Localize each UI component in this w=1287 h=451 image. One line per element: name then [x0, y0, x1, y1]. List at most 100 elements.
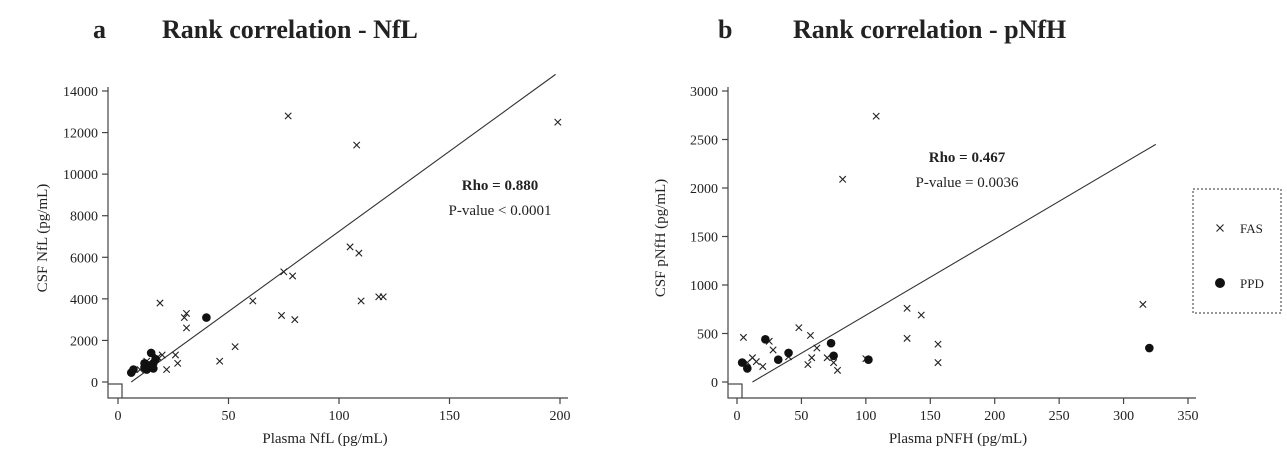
data-point-fas: [284, 112, 292, 120]
legend-label: PPD: [1240, 276, 1264, 291]
data-point-fas: [216, 357, 224, 365]
data-point-fas: [806, 331, 815, 340]
data-point-fas: [934, 359, 942, 367]
data-point-fas: [289, 272, 297, 280]
p-value-label: P-value < 0.0001: [448, 203, 551, 219]
y-tick-label: 500: [697, 328, 718, 343]
rho-label: Rho = 0.880: [462, 178, 538, 194]
y-tick-label: 0: [91, 376, 98, 391]
data-point-fas: [379, 293, 387, 301]
data-point-fas: [872, 112, 880, 120]
y-tick-label: 2500: [690, 134, 718, 149]
y-tick-label: 3000: [690, 85, 718, 100]
data-point-fas: [739, 333, 748, 341]
data-point-ppd: [151, 354, 160, 364]
data-point-fas: [804, 360, 812, 369]
y-tick-label: 2000: [70, 334, 98, 349]
x-axis-label: Plasma pNFH (pg/mL): [889, 431, 1027, 447]
chart-title: Rank correlation - pNfH: [793, 15, 1066, 44]
legend-marker-ppd: [1215, 278, 1225, 288]
data-point-fas: [277, 311, 286, 320]
p-value-label: P-value = 0.0036: [915, 175, 1019, 191]
data-point-fas: [833, 366, 842, 374]
data-point-ppd: [1145, 343, 1154, 353]
legend-label: FAS: [1240, 221, 1263, 236]
x-tick-label: 350: [1178, 409, 1199, 424]
x-tick-label: 200: [550, 409, 571, 424]
data-point-ppd: [146, 348, 156, 358]
data-point-fas: [813, 344, 821, 352]
data-point-ppd: [202, 313, 211, 322]
regression-line: [130, 73, 556, 383]
x-tick-label: 100: [855, 409, 876, 424]
panel-letter: b: [718, 15, 732, 44]
chart-title: Rank correlation - NfL: [162, 15, 418, 44]
data-point-fas: [163, 365, 171, 374]
data-point-ppd: [773, 355, 783, 364]
data-point-fas: [823, 354, 831, 362]
data-point-fas: [180, 313, 188, 322]
data-point-fas: [174, 359, 182, 367]
panel-letter: a: [93, 15, 106, 44]
x-tick-label: 100: [329, 409, 350, 424]
data-point-fas: [231, 343, 239, 351]
x-tick-label: 0: [734, 409, 741, 424]
data-point-fas: [156, 299, 164, 307]
data-point-ppd: [829, 351, 838, 361]
y-axis-label: CSF NfL (pg/mL): [35, 184, 51, 293]
x-tick-label: 300: [1113, 409, 1134, 424]
y-tick-label: 1500: [690, 231, 718, 246]
data-point-fas: [171, 351, 180, 359]
x-tick-label: 0: [115, 409, 122, 424]
panel-a: a Rank correlation - NfL02000400060008000…: [35, 15, 571, 447]
legend: FAS PPD: [1192, 188, 1282, 314]
data-point-ppd: [864, 355, 873, 364]
data-point-ppd: [737, 358, 747, 367]
data-point-fas: [769, 346, 777, 354]
data-point-fas: [759, 362, 767, 371]
regression-line: [752, 143, 1157, 383]
data-point-ppd: [149, 364, 158, 373]
data-point-fas: [903, 334, 911, 342]
y-tick-label: 8000: [70, 210, 98, 225]
y-tick-label: 1000: [690, 279, 718, 294]
x-axis-label: Plasma NfL (pg/mL): [262, 431, 387, 447]
y-tick-label: 10000: [63, 168, 98, 183]
data-point-ppd: [743, 364, 752, 373]
data-point-fas: [357, 297, 365, 305]
data-point-fas: [752, 358, 760, 366]
data-point-ppd: [784, 348, 793, 358]
x-tick-label: 150: [920, 409, 941, 424]
x-tick-label: 50: [222, 409, 236, 424]
y-axis-label: CSF pNfH (pg/mL): [653, 179, 669, 297]
x-tick-label: 150: [439, 409, 460, 424]
rho-label: Rho = 0.467: [929, 150, 1006, 166]
axis-corner-box: [727, 383, 743, 399]
data-point-fas: [903, 304, 911, 312]
y-tick-label: 2000: [690, 182, 718, 197]
data-point-fas: [830, 359, 838, 367]
data-point-ppd: [826, 338, 836, 348]
panel-b: b Rank correlation - pNfH0500100015002000…: [653, 15, 1199, 447]
data-point-fas: [249, 297, 257, 305]
data-point-fas: [554, 118, 562, 126]
data-point-fas: [158, 351, 166, 359]
data-point-ppd: [761, 335, 770, 344]
axis-corner-box: [107, 383, 123, 399]
y-tick-label: 12000: [63, 127, 98, 142]
data-point-fas: [346, 243, 354, 251]
x-tick-label: 50: [794, 409, 808, 424]
y-tick-label: 6000: [70, 251, 98, 266]
data-point-fas: [353, 141, 361, 149]
y-tick-label: 14000: [63, 85, 98, 100]
x-tick-label: 200: [984, 409, 1005, 424]
data-point-fas: [839, 175, 847, 183]
data-point-fas: [1139, 300, 1147, 308]
legend-marker-fas: [1216, 224, 1224, 232]
data-point-fas: [808, 354, 816, 362]
data-point-fas: [291, 316, 299, 324]
y-tick-label: 0: [711, 376, 718, 391]
data-point-fas: [182, 309, 191, 317]
y-tick-label: 4000: [70, 293, 98, 308]
